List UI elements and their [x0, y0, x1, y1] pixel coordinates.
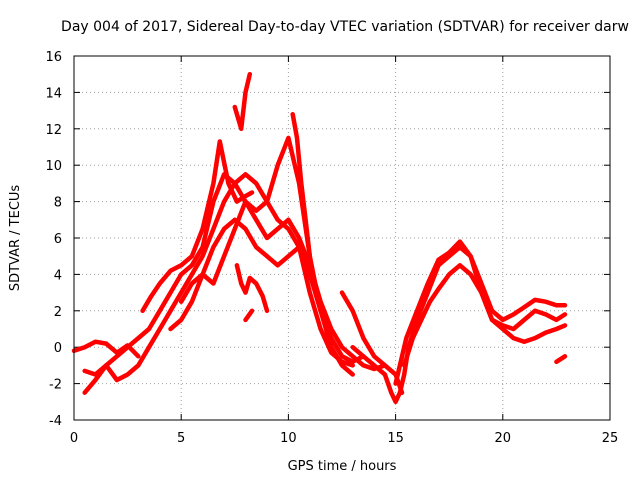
- series-track-10: [290, 111, 313, 259]
- y-tick-label: 4: [54, 268, 62, 283]
- y-tick-label: -2: [49, 378, 62, 393]
- series-track-12: [350, 244, 568, 405]
- y-tick-label: 2: [54, 305, 62, 320]
- chart-title: Day 004 of 2017, Sidereal Day-to-day VTE…: [61, 19, 629, 35]
- y-axis-label: SDTVAR / TECUs: [8, 185, 23, 292]
- series-track-13: [393, 239, 568, 386]
- x-tick-label: 20: [495, 431, 512, 446]
- y-tick-labels: -4 -2 0 2 4 6 8 10 12 14 16: [45, 50, 62, 429]
- series-track-8: [234, 263, 270, 314]
- series-track-4: [140, 139, 255, 314]
- y-tick-label: 0: [54, 341, 62, 356]
- x-tick-label: 25: [602, 431, 619, 446]
- y-tick-label: 12: [45, 123, 62, 138]
- x-tick-labels: 0 5 10 15 20 25: [70, 431, 618, 446]
- series-track-15: [554, 354, 568, 365]
- y-tick-label: 10: [45, 159, 62, 174]
- x-axis-label: GPS time / hours: [288, 459, 397, 474]
- series-track-9: [243, 308, 255, 323]
- y-tick-label: -4: [49, 414, 62, 429]
- series-track-2: [82, 172, 355, 383]
- series-track-11: [339, 290, 405, 395]
- y-tick-label: 16: [45, 50, 62, 65]
- y-tick-label: 8: [54, 196, 62, 211]
- plot-frame: [73, 55, 611, 421]
- y-tick-label: 14: [45, 86, 62, 101]
- x-tick-label: 0: [70, 431, 78, 446]
- y-tick-label: 6: [54, 232, 62, 247]
- x-tick-label: 15: [387, 431, 404, 446]
- series-layer: [71, 71, 568, 405]
- x-tick-label: 5: [177, 431, 185, 446]
- series-track-7: [232, 71, 253, 132]
- x-tick-label: 10: [280, 431, 297, 446]
- series-track-6: [178, 199, 388, 372]
- series-track-14: [401, 263, 568, 368]
